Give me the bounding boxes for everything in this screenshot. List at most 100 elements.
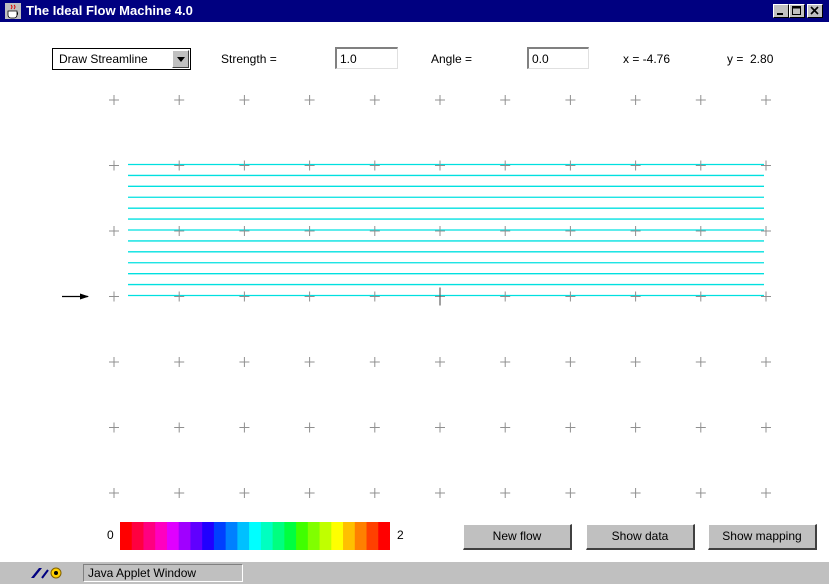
grid-marker bbox=[695, 226, 706, 236]
grid-marker bbox=[304, 291, 315, 302]
grid-marker bbox=[500, 488, 511, 498]
grid-marker bbox=[239, 422, 250, 433]
grid-marker bbox=[304, 357, 315, 367]
grid-marker bbox=[695, 488, 706, 498]
status-text: Java Applet Window bbox=[83, 564, 243, 582]
grid-marker bbox=[369, 357, 380, 367]
colorbar-segment bbox=[213, 522, 227, 550]
colorbar-min-label: 0 bbox=[107, 528, 114, 542]
grid-marker bbox=[565, 160, 576, 171]
grid-marker bbox=[239, 291, 250, 302]
grid-marker bbox=[565, 291, 576, 302]
angle-input[interactable] bbox=[527, 47, 589, 69]
grid-marker bbox=[369, 488, 380, 498]
grid-marker bbox=[630, 488, 641, 498]
x-coordinate-readout: x = -4.76 bbox=[623, 52, 671, 66]
grid-marker bbox=[174, 422, 185, 433]
grid-marker bbox=[304, 95, 315, 105]
grid-marker bbox=[761, 291, 771, 302]
colorbar-segment bbox=[343, 522, 356, 550]
grid-marker bbox=[174, 95, 185, 105]
strength-label: Strength = bbox=[221, 52, 277, 66]
grid-marker bbox=[695, 357, 706, 367]
grid-marker bbox=[239, 226, 250, 236]
colorbar-segment bbox=[260, 522, 274, 550]
colorbar-segment bbox=[272, 522, 285, 550]
grid-marker bbox=[174, 488, 185, 498]
colorbar-segment bbox=[378, 522, 390, 550]
grid-marker bbox=[304, 488, 315, 498]
colorbar-segment bbox=[366, 522, 379, 550]
colorbar-segment bbox=[166, 522, 180, 550]
grid-marker bbox=[761, 357, 771, 367]
status-bar: Java Applet Window bbox=[0, 561, 829, 584]
colorbar-segment bbox=[190, 522, 203, 550]
colorbar-segment bbox=[202, 522, 215, 550]
grid-marker bbox=[109, 160, 119, 171]
grid-marker bbox=[761, 160, 771, 171]
grid-marker bbox=[435, 95, 445, 105]
grid-marker bbox=[435, 357, 445, 367]
grid-marker bbox=[565, 488, 576, 498]
grid-marker bbox=[304, 226, 315, 236]
arrow-right-icon bbox=[62, 293, 89, 300]
strength-input[interactable] bbox=[335, 47, 398, 69]
grid-marker bbox=[304, 160, 315, 171]
grid-marker bbox=[239, 160, 250, 171]
show-mapping-button[interactable]: Show mapping bbox=[708, 524, 817, 550]
close-icon[interactable] bbox=[807, 4, 823, 18]
title-bar: The Ideal Flow Machine 4.0 bbox=[0, 0, 829, 22]
new-flow-button[interactable]: New flow bbox=[463, 524, 572, 550]
colorbar-segment bbox=[178, 522, 191, 550]
grid-marker bbox=[109, 357, 119, 367]
colorbar-segment bbox=[331, 522, 344, 550]
grid-marker bbox=[369, 291, 380, 302]
colorbar-max-label: 2 bbox=[397, 528, 404, 542]
grid-marker bbox=[630, 422, 641, 433]
colorbar-segment bbox=[120, 522, 133, 550]
grid-marker bbox=[500, 422, 511, 433]
grid-marker bbox=[435, 422, 445, 433]
grid-marker bbox=[761, 422, 771, 433]
colorbar-segment bbox=[284, 522, 297, 550]
minimize-icon[interactable] bbox=[773, 4, 789, 18]
grid-marker bbox=[500, 226, 511, 236]
java-cup-icon bbox=[5, 3, 21, 19]
colorbar-segment bbox=[354, 522, 368, 550]
grid-marker bbox=[761, 95, 771, 105]
grid-marker bbox=[695, 160, 706, 171]
flow-canvas[interactable] bbox=[0, 80, 829, 512]
grid-marker bbox=[109, 422, 119, 433]
grid-marker bbox=[565, 357, 576, 367]
java-applet-icon bbox=[28, 565, 68, 581]
grid-marker bbox=[695, 95, 706, 105]
grid-marker bbox=[695, 422, 706, 433]
grid-marker bbox=[109, 95, 119, 105]
grid-marker bbox=[565, 422, 576, 433]
grid-marker bbox=[435, 160, 445, 171]
grid-marker bbox=[239, 488, 250, 498]
colorbar-segment bbox=[319, 522, 332, 550]
grid-marker bbox=[174, 357, 185, 367]
colorbar-segment bbox=[237, 522, 250, 550]
grid-marker bbox=[239, 357, 250, 367]
grid-marker bbox=[369, 160, 380, 171]
y-coordinate-readout: y = 2.80 bbox=[727, 52, 774, 66]
grid-marker bbox=[695, 291, 706, 302]
colorbar-segment bbox=[249, 522, 262, 550]
grid-marker bbox=[630, 160, 641, 171]
maximize-icon[interactable] bbox=[789, 4, 805, 18]
grid-marker bbox=[369, 95, 380, 105]
grid-marker bbox=[174, 226, 185, 236]
colorbar-segment bbox=[131, 522, 144, 550]
grid-marker bbox=[630, 95, 641, 105]
chevron-down-icon[interactable] bbox=[172, 50, 189, 68]
colorbar-segment bbox=[143, 522, 156, 550]
mode-select[interactable]: Draw Streamline bbox=[52, 48, 191, 70]
grid-marker bbox=[435, 488, 445, 498]
mode-select-value: Draw Streamline bbox=[59, 52, 148, 66]
grid-marker bbox=[565, 226, 576, 236]
show-data-button[interactable]: Show data bbox=[586, 524, 695, 550]
colorbar-segment bbox=[296, 522, 309, 550]
